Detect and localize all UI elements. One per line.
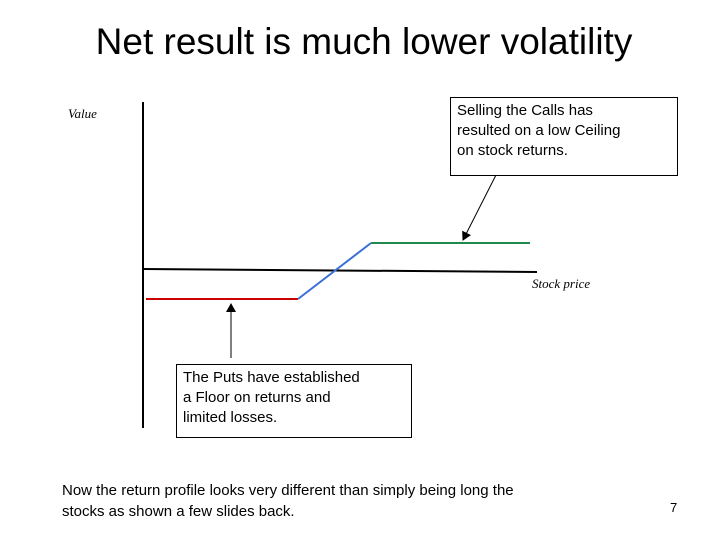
x-axis — [142, 268, 538, 273]
footer-line: stocks as shown a few slides back. — [62, 503, 295, 520]
calls-callout: Selling the Calls has resulted on a low … — [450, 97, 678, 176]
x-axis-label: Stock price — [532, 276, 591, 291]
slope-segment — [297, 242, 372, 300]
puts-callout-line: The Puts have established — [183, 369, 360, 386]
calls-callout-line: resulted on a low Ceiling — [457, 122, 621, 139]
y-axis-label: Value — [68, 106, 97, 121]
calls-callout-line: on stock returns. — [457, 142, 568, 159]
footer-line: Now the return profile looks very differ… — [62, 482, 514, 499]
slide-title: Net result is much lower volatility — [95, 21, 633, 62]
puts-callout-line: a Floor on returns and — [183, 389, 331, 406]
calls-arrow — [462, 174, 497, 241]
footer-text: Now the return profile looks very differ… — [62, 480, 514, 522]
calls-callout-line: Selling the Calls has — [457, 102, 593, 119]
page-number: 7 — [670, 500, 678, 515]
puts-callout-line: limited losses. — [183, 409, 278, 426]
puts-callout: The Puts have established a Floor on ret… — [176, 364, 412, 438]
